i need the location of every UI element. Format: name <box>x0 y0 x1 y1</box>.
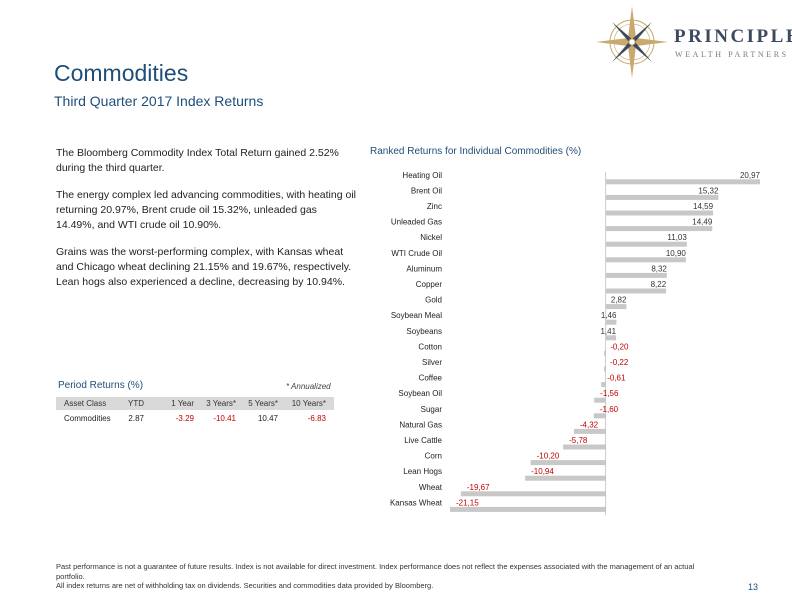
table-row: Commodities 2.87 -3.29 -10.41 10.47 -6.8… <box>56 410 334 424</box>
category-label-3: Unleaded Gas <box>391 218 442 227</box>
data-label-21: -21,15 <box>456 498 479 507</box>
bar-17 <box>563 444 606 450</box>
bar-7 <box>605 288 667 294</box>
data-label-13: -0,61 <box>607 374 626 383</box>
bar-1 <box>605 194 719 200</box>
category-label-14: Soybean Oil <box>398 389 442 398</box>
data-label-10: 1,41 <box>600 327 616 336</box>
data-label-14: -1,56 <box>600 389 619 398</box>
category-label-11: Cotton <box>418 342 442 351</box>
bar-16 <box>573 428 606 434</box>
disclaimer-line-1: Past performance is not a guarantee of f… <box>56 562 695 581</box>
data-label-8: 2,82 <box>611 296 627 305</box>
data-label-5: 10,90 <box>666 249 687 258</box>
3-years-value: -10.41 <box>213 414 236 423</box>
ytd-value: 2.87 <box>128 414 144 423</box>
category-label-18: Corn <box>425 452 442 461</box>
data-label-19: -10,94 <box>531 467 554 476</box>
bar-6 <box>605 272 667 278</box>
category-label-6: Aluminum <box>406 264 442 273</box>
category-label-19: Lean Hogs <box>403 467 442 476</box>
category-label-13: Coffee <box>419 374 443 383</box>
header-1-year: 1 Year <box>171 399 194 408</box>
category-label-10: Soybeans <box>406 327 442 336</box>
bar-18 <box>530 460 606 466</box>
data-label-12: -0,22 <box>610 358 629 367</box>
table-header-row: Asset Class YTD 1 Year 3 Years* 5 Years*… <box>56 397 334 410</box>
page-number: 13 <box>748 582 759 592</box>
logo-name: PRINCIPLE <box>674 26 792 47</box>
data-label-18: -10,20 <box>537 452 560 461</box>
category-label-21: Kansas Wheat <box>390 498 443 507</box>
disclaimer: Past performance is not a guarantee of f… <box>56 562 716 591</box>
header-10-years: 10 Years* <box>291 399 326 408</box>
header-5-years: 5 Years* <box>248 399 278 408</box>
category-label-17: Live Cattle <box>404 436 442 445</box>
data-label-2: 14,59 <box>693 202 714 211</box>
period-returns-title: Period Returns (%) <box>58 380 144 391</box>
category-label-8: Gold <box>425 296 442 305</box>
category-label-12: Silver <box>422 358 442 367</box>
5-years-value: 10.47 <box>257 414 278 423</box>
category-label-5: WTI Crude Oil <box>391 249 442 258</box>
commentary-paragraph-2: The energy complex led advancing commodi… <box>56 189 356 231</box>
bar-12 <box>604 366 606 372</box>
header-ytd: YTD <box>128 399 144 408</box>
1-year-value: -3.29 <box>175 414 194 423</box>
bar-2 <box>605 210 714 216</box>
compass-rose-icon <box>596 6 668 78</box>
company-logo: PRINCIPLE WEALTH PARTNERS <box>594 4 792 82</box>
data-label-7: 8,22 <box>651 280 667 289</box>
data-label-20: -19,67 <box>467 483 490 492</box>
page-subtitle: Third Quarter 2017 Index Returns <box>54 93 264 109</box>
commentary-paragraph-3: Grains was the worst-performing complex,… <box>56 246 352 288</box>
category-label-4: Nickel <box>420 233 442 242</box>
data-label-17: -5,78 <box>569 436 588 445</box>
period-returns-table: Asset Class YTD 1 Year 3 Years* 5 Years*… <box>56 397 334 424</box>
annualized-note: * Annualized <box>286 382 331 391</box>
bar-20 <box>460 491 606 497</box>
data-label-11: -0,20 <box>610 342 629 351</box>
data-label-0: 20,97 <box>740 171 761 180</box>
header-3-years: 3 Years* <box>206 399 236 408</box>
page-title: Commodities <box>54 60 189 86</box>
category-label-7: Copper <box>416 280 443 289</box>
bar-19 <box>525 475 606 481</box>
bar-5 <box>605 257 686 263</box>
category-label-20: Wheat <box>419 483 443 492</box>
chart-title: Ranked Returns for Individual Commoditie… <box>370 146 582 157</box>
bar-13 <box>601 382 606 388</box>
bar-8 <box>605 304 627 310</box>
data-label-15: -1,60 <box>600 405 619 414</box>
bar-3 <box>605 226 713 232</box>
bar-4 <box>605 241 687 247</box>
disclaimer-line-2: All index returns are net of withholding… <box>56 581 434 590</box>
category-label-9: Soybean Meal <box>391 311 442 320</box>
bar-15 <box>593 413 606 419</box>
data-label-16: -4,32 <box>580 420 599 429</box>
data-label-3: 14,49 <box>692 218 713 227</box>
bar-14 <box>594 397 606 403</box>
category-label-16: Natural Gas <box>399 420 442 429</box>
bar-0 <box>605 179 760 185</box>
data-label-6: 8,32 <box>651 264 667 273</box>
bar-21 <box>450 506 606 512</box>
category-label-0: Heating Oil <box>402 171 442 180</box>
data-label-4: 11,03 <box>667 233 687 242</box>
bar-11 <box>604 350 606 356</box>
bar-10 <box>605 335 617 341</box>
category-label-1: Brent Oil <box>411 186 442 195</box>
header-asset-class: Asset Class <box>64 399 107 408</box>
commentary-paragraph-1: The Bloomberg Commodity Index Total Retu… <box>56 147 339 174</box>
category-label-15: Sugar <box>421 405 443 414</box>
logo-subtitle: WEALTH PARTNERS <box>675 50 789 59</box>
data-label-1: 15,32 <box>698 186 719 195</box>
category-label-2: Zinc <box>427 202 442 211</box>
row-label: Commodities <box>64 414 111 423</box>
data-label-9: 1,46 <box>601 311 617 320</box>
bar-9 <box>605 319 617 325</box>
10-years-value: -6.83 <box>307 414 326 423</box>
